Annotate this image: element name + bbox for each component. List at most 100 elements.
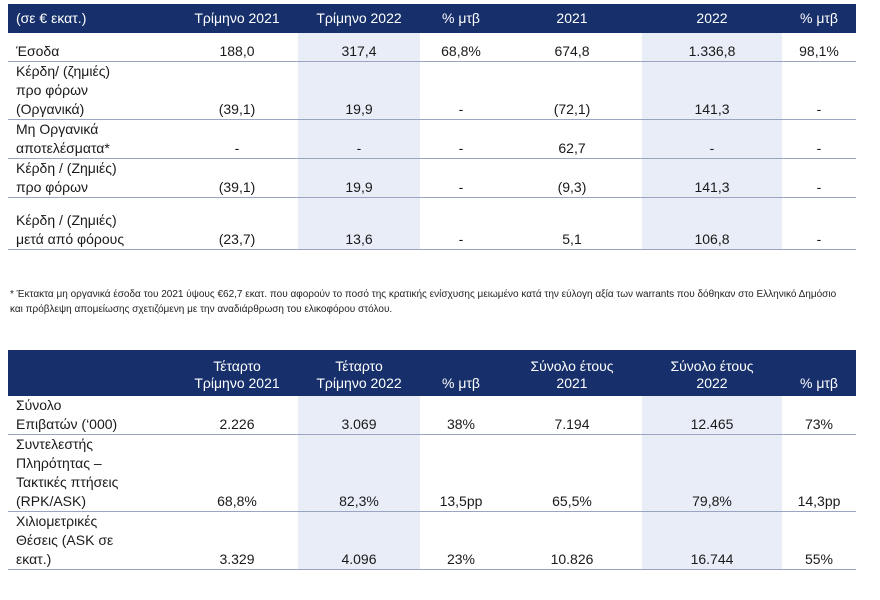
traffic-statistics-table: Τέταρτο Τρίμηνο 2021 Τέταρτο Τρίμηνο 202… xyxy=(8,350,856,570)
row-label-line: προ φόρων xyxy=(16,82,89,98)
table-cell: 3.069 xyxy=(298,396,420,435)
row-label-line: (Οργανικά) xyxy=(16,101,85,117)
row-label-line: Κέρδη / (Ζημιές) xyxy=(16,212,117,228)
table-row: Κέρδη/ (ζημιές) προ φόρων (Οργανικά) (39… xyxy=(8,61,856,120)
column-header: Σύνολο έτους 2021 xyxy=(502,350,642,396)
row-label-line: Επιβατών (‘000) xyxy=(16,416,118,432)
table-cell: 55% xyxy=(804,551,834,567)
column-header: 2021 xyxy=(502,4,642,33)
column-header: % μτβ xyxy=(420,4,502,33)
table-cell: 62,7 xyxy=(558,140,586,156)
table-cell: 23% xyxy=(446,551,476,567)
table-cell: - xyxy=(458,231,464,247)
table-cell: 317,4 xyxy=(298,33,420,62)
column-header-line: 2022 xyxy=(696,375,728,391)
table-cell: 2.226 xyxy=(219,416,255,432)
table-cell: - xyxy=(458,101,464,117)
table-cell: 5,1 xyxy=(562,231,582,247)
row-label-line: μετά από φόρους xyxy=(16,231,125,247)
table-cell: 82,3% xyxy=(298,434,420,512)
table-cell: 1.336,8 xyxy=(642,33,782,62)
column-header-line: Τέταρτο xyxy=(213,358,261,374)
table-row: Μη Οργανικά αποτελέσματα* - - - 62,7 - - xyxy=(8,119,856,159)
column-header: Σύνολο έτους 2022 xyxy=(642,350,782,396)
table-header-row: (σε € εκατ.) Τρίμηνο 2021 Τρίμηνο 2022 %… xyxy=(8,4,856,33)
row-label: Μη Οργανικά αποτελέσματα* xyxy=(8,120,176,159)
column-header-line: Σύνολο έτους xyxy=(670,358,754,374)
row-label-line: Σύνολο xyxy=(16,397,62,413)
row-label-line: Συντελεστής xyxy=(16,436,94,452)
table-cell: 4.096 xyxy=(298,511,420,570)
row-label: Κέρδη / (Ζημιές) μετά από φόρους xyxy=(8,198,176,250)
table-cell: 68,8% xyxy=(217,493,257,509)
table-cell: 19,9 xyxy=(298,61,420,120)
table-cell: 674,8 xyxy=(554,43,590,59)
row-label: Συντελεστής Πληρότητας – Τακτικές πτήσει… xyxy=(8,435,176,512)
column-header-units: (σε € εκατ.) xyxy=(8,4,176,33)
column-header: Τρίμηνο 2021 xyxy=(176,4,298,33)
table-cell: - xyxy=(458,179,464,195)
table-cell: - xyxy=(816,140,822,156)
financial-results-table: (σε € εκατ.) Τρίμηνο 2021 Τρίμηνο 2022 %… xyxy=(8,4,856,250)
table-cell: (23,7) xyxy=(218,231,256,247)
table-row: Κέρδη / (Ζημιές) μετά από φόρους (23,7) … xyxy=(8,197,856,250)
row-label-line: Χιλιομετρικές xyxy=(16,513,98,529)
table-row: Έσοδα 188,0 317,4 68,8% 674,8 1.336,8 98… xyxy=(8,33,856,62)
row-label: Έσοδα xyxy=(8,33,176,62)
row-label-line: Τακτικές πτήσεις xyxy=(16,474,119,490)
row-label-line: Κέρδη/ (ζημιές) xyxy=(16,63,111,79)
table-cell: 98,1% xyxy=(799,43,839,59)
table-cell: 13,5pp xyxy=(439,493,483,509)
table-cell: 106,8 xyxy=(642,197,782,250)
row-label-line: Μη Οργανικά xyxy=(16,121,99,137)
row-label-line: Κέρδη / (Ζημιές) xyxy=(16,160,117,176)
table-cell: 68,8% xyxy=(441,43,481,59)
table-cell: - xyxy=(458,140,464,156)
table-cell: 73% xyxy=(804,416,834,432)
column-header-line: Τρίμηνο 2022 xyxy=(316,375,402,391)
table-cell: 10.826 xyxy=(550,551,594,567)
table-cell: 14,3pp xyxy=(797,493,841,509)
table-cell: (72,1) xyxy=(553,101,591,117)
footnote: * Έκτακτα μη οργανικά έσοδα του 2021 ύψο… xyxy=(10,289,837,315)
table-cell: 12.465 xyxy=(642,396,782,435)
row-label-line: εκατ.) xyxy=(16,551,52,567)
column-header-line: Τέταρτο xyxy=(335,358,383,374)
table-row: Χιλιομετρικές Θέσεις (ASK σε εκατ.) 3.32… xyxy=(8,511,856,570)
table-cell: - xyxy=(816,231,822,247)
table-cell: 141,3 xyxy=(642,158,782,198)
column-header-line: Τρίμηνο 2021 xyxy=(194,375,280,391)
table-cell: 13,6 xyxy=(298,197,420,250)
column-header: Τέταρτο Τρίμηνο 2021 xyxy=(176,350,298,396)
table-cell: 141,3 xyxy=(642,61,782,120)
row-label-line: Έσοδα xyxy=(16,43,60,59)
row-label: Χιλιομετρικές Θέσεις (ASK σε εκατ.) xyxy=(8,512,176,570)
table-row: Σύνολο Επιβατών (‘000) 2.226 3.069 38% 7… xyxy=(8,396,856,435)
table-cell: - xyxy=(234,140,240,156)
table-cell: (39,1) xyxy=(218,101,256,117)
row-label-line: Πληρότητας – xyxy=(16,455,102,471)
table-cell: - xyxy=(816,101,822,117)
table-cell: 188,0 xyxy=(219,43,255,59)
table-cell: (9,3) xyxy=(557,179,587,195)
table-cell: 79,8% xyxy=(642,434,782,512)
column-header: % μτβ xyxy=(782,4,856,33)
table-cell: 16.744 xyxy=(642,511,782,570)
table-cell: (39,1) xyxy=(218,179,256,195)
table-row: Συντελεστής Πληρότητας – Τακτικές πτήσει… xyxy=(8,434,856,512)
table-cell: - xyxy=(298,119,420,159)
column-header: % μτβ xyxy=(782,350,856,396)
table-row: Κέρδη / (Ζημιές) προ φόρων (39,1) 19,9 -… xyxy=(8,158,856,198)
table-cell: 7.194 xyxy=(554,416,590,432)
column-header-empty xyxy=(8,350,176,396)
table-cell: 3.329 xyxy=(219,551,255,567)
column-header-line: Σύνολο έτους xyxy=(530,358,614,374)
row-label-line: αποτελέσματα* xyxy=(16,140,110,156)
column-header: Τέταρτο Τρίμηνο 2022 xyxy=(298,350,420,396)
table-header-row: Τέταρτο Τρίμηνο 2021 Τέταρτο Τρίμηνο 202… xyxy=(8,350,856,396)
row-label-line: προ φόρων xyxy=(16,179,89,195)
row-label-line: (RPK/ASK) xyxy=(16,493,87,509)
table-cell: - xyxy=(816,179,822,195)
table-cell: - xyxy=(642,119,782,159)
table-cell: 65,5% xyxy=(552,493,592,509)
